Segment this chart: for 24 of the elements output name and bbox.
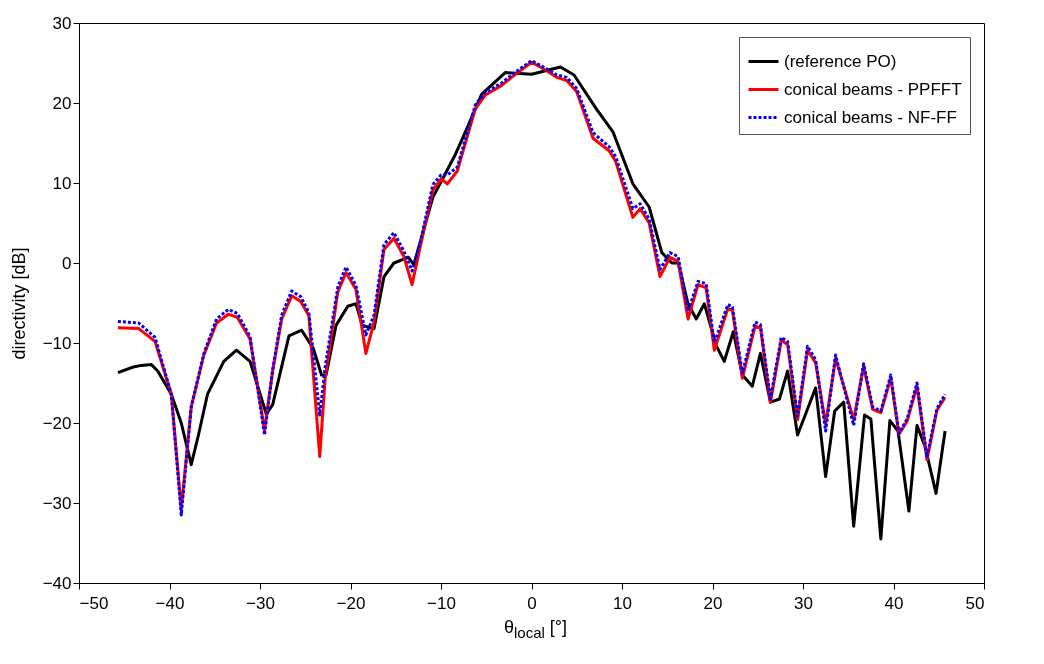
y-tick-label: −40 — [42, 573, 72, 593]
y-tick-label: 20 — [52, 93, 72, 113]
y-tick-label: −10 — [42, 333, 72, 353]
y-tick-label: −30 — [42, 493, 72, 513]
x-tick-label: 40 — [884, 593, 904, 613]
x-tick-label: 50 — [965, 593, 985, 613]
legend-label: conical beams - PPFFT — [784, 79, 962, 99]
x-axis-title: θ$_{local}$ [°] — [503, 617, 568, 641]
x-tick-label: −20 — [336, 593, 366, 613]
x-tick-label: −40 — [155, 593, 185, 613]
x-tick-label: 30 — [794, 593, 813, 613]
x-tick-label: 10 — [613, 593, 632, 613]
y-axis-title: directivity [dB] — [8, 247, 29, 360]
x-tick-label: −30 — [246, 593, 275, 613]
x-tick-label: −50 — [79, 593, 109, 613]
x-tick-label: 20 — [703, 593, 723, 613]
x-tick-label: −10 — [427, 593, 456, 613]
legend-label: (reference PO) — [784, 51, 897, 71]
legend-label: conical beams - NF-FF — [784, 107, 957, 127]
y-tick-label: 10 — [52, 173, 72, 193]
y-tick-label: 0 — [62, 253, 72, 273]
y-tick-label: 30 — [52, 13, 72, 33]
x-tick-label: 0 — [527, 593, 537, 613]
y-tick-label: −20 — [42, 413, 72, 433]
